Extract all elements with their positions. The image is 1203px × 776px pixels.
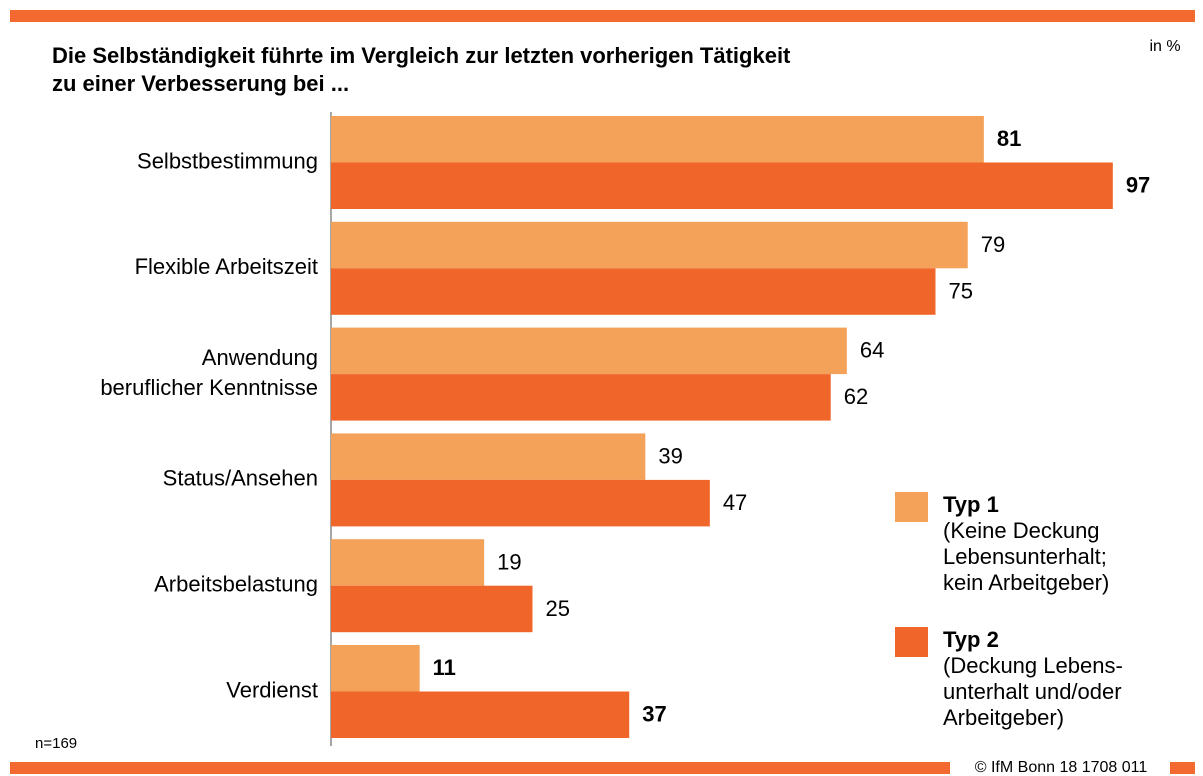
value-label: 79	[981, 232, 1005, 257]
category-label: Selbstbestimmung	[137, 148, 318, 173]
footnote: n=169	[35, 735, 77, 752]
category-label: Verdienst	[226, 677, 318, 702]
legend-label: Typ 2	[943, 627, 999, 652]
legend-label: Typ 1	[943, 492, 999, 517]
value-label: 81	[997, 126, 1021, 151]
top-band	[10, 10, 1195, 22]
legend-description: Arbeitgeber)	[943, 705, 1064, 730]
bar	[331, 691, 630, 738]
value-label: 37	[642, 702, 666, 727]
unit-note: in %	[1149, 38, 1180, 55]
bottom-band-end	[1170, 762, 1195, 774]
value-label: 47	[723, 490, 747, 515]
bar	[331, 433, 646, 480]
legend-swatch	[895, 492, 928, 522]
bar	[331, 221, 968, 269]
value-label: 75	[949, 278, 973, 303]
value-label: 11	[433, 655, 456, 680]
category-label: Status/Ansehen	[163, 466, 318, 491]
bar	[331, 585, 533, 633]
bar	[331, 645, 420, 692]
bar	[331, 479, 710, 527]
bar	[331, 327, 847, 375]
bar	[331, 268, 936, 315]
value-label: 19	[497, 549, 521, 574]
legend-description: Lebensunterhalt;	[943, 544, 1107, 569]
legend-description: (Deckung Lebens-	[943, 653, 1123, 678]
bar	[331, 116, 984, 163]
value-label: 64	[860, 338, 884, 363]
legend-description: unterhalt und/oder	[943, 679, 1122, 704]
value-label: 97	[1126, 173, 1150, 198]
category-label: Arbeitsbelastung	[154, 572, 318, 597]
bottom-band	[10, 762, 950, 774]
legend-swatch	[895, 627, 928, 657]
legend-description: kein Arbeitgeber)	[943, 570, 1109, 595]
value-label: 39	[658, 443, 682, 468]
bar	[331, 374, 831, 421]
category-label: Anwendung beruflicher Kenntnisse	[100, 345, 318, 400]
bar	[331, 162, 1113, 209]
source: © IfM Bonn 18 1708 011	[975, 759, 1148, 776]
chart-title: Die Selbständigkeit führte im Vergleich …	[52, 43, 791, 96]
legend-description: (Keine Deckung	[943, 518, 1100, 543]
value-label: 62	[844, 384, 868, 409]
category-label: Flexible Arbeitszeit	[135, 254, 318, 279]
value-label: 25	[546, 596, 570, 621]
bar	[331, 539, 485, 586]
